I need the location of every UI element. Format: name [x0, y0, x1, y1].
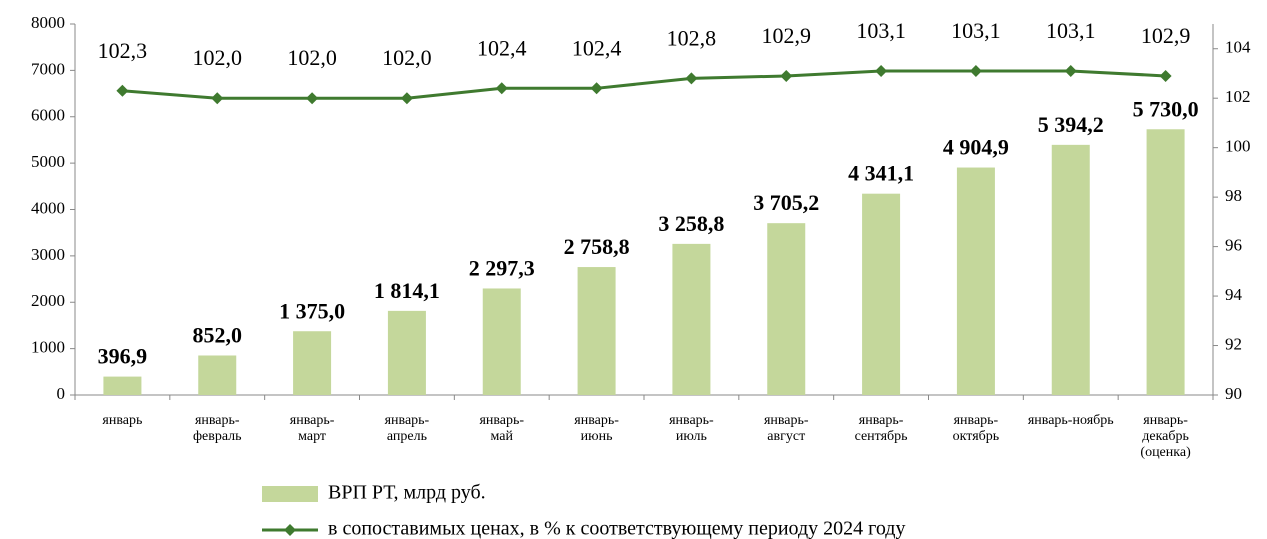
line-value-label: 102,0	[287, 45, 337, 70]
y-tick-label: 8000	[31, 13, 65, 32]
x-tick-label: январь	[102, 413, 142, 428]
line-marker	[969, 64, 982, 77]
line-marker	[875, 64, 888, 77]
line-value-label: 102,3	[98, 38, 148, 63]
x-tick-label: январь-февраль	[193, 413, 242, 444]
y-tick-label: 6000	[31, 106, 65, 125]
bar	[672, 243, 711, 395]
y2-tick-label: 100	[1225, 137, 1251, 156]
line-marker	[306, 92, 319, 105]
bar	[1146, 129, 1185, 396]
legend-marker	[284, 524, 296, 536]
x-tick-label: январь-август	[764, 413, 809, 444]
legend-label: ВРП РТ, млрд руб.	[328, 482, 486, 504]
x-tick-label: январь-ноябрь	[1028, 413, 1114, 428]
y2-tick-label: 92	[1225, 334, 1242, 353]
bar	[387, 310, 426, 395]
y-tick-label: 1000	[31, 338, 65, 357]
bar	[862, 193, 901, 395]
line-value-label: 102,9	[762, 23, 812, 48]
bar-value-label: 1 814,1	[374, 278, 440, 303]
y2-tick-label: 98	[1225, 186, 1242, 205]
line-value-label: 102,4	[572, 35, 622, 60]
y-tick-label: 3000	[31, 245, 65, 264]
x-tick-label: январь-сентябрь	[855, 413, 908, 444]
bar-value-label: 3 705,2	[753, 190, 819, 215]
bar-value-label: 3 258,8	[658, 211, 724, 236]
y-tick-label: 7000	[31, 59, 65, 78]
bar	[956, 167, 995, 395]
bar-value-label: 396,9	[98, 344, 148, 369]
bar	[482, 288, 521, 395]
x-tick-label: январь-март	[290, 413, 335, 444]
line-marker	[685, 72, 698, 85]
x-tick-label: январь-апрель	[385, 413, 430, 444]
bar	[293, 331, 332, 395]
line-marker	[1064, 64, 1077, 77]
y2-tick-label: 102	[1225, 87, 1251, 106]
line-value-label: 103,1	[856, 18, 906, 43]
y-tick-label: 0	[57, 384, 66, 403]
y2-tick-label: 96	[1225, 236, 1242, 255]
line-marker	[211, 92, 224, 105]
y2-tick-label: 90	[1225, 384, 1242, 403]
line-marker	[116, 84, 129, 97]
y2-tick-label: 94	[1225, 285, 1243, 304]
y-tick-label: 5000	[31, 152, 65, 171]
line-value-label: 102,8	[667, 25, 717, 50]
line-marker	[495, 82, 508, 95]
y-tick-label: 2000	[31, 291, 65, 310]
x-tick-label: январь-май	[479, 413, 524, 444]
bar	[1051, 144, 1090, 395]
bar-value-label: 5 730,0	[1133, 96, 1199, 121]
line-marker	[400, 92, 413, 105]
line	[122, 69, 1166, 100]
line-value-label: 102,0	[382, 45, 432, 70]
line-value-label: 102,4	[477, 35, 527, 60]
bar	[103, 376, 142, 395]
line-value-label: 103,1	[951, 18, 1001, 43]
bar	[198, 355, 237, 395]
line-marker	[780, 69, 793, 82]
bar-value-label: 1 375,0	[279, 298, 345, 323]
line-marker	[590, 82, 603, 95]
bar-value-label: 4 904,9	[943, 135, 1009, 160]
bar-value-label: 2 297,3	[469, 256, 535, 281]
x-tick-label: январь-декабрь (оценка)	[1140, 413, 1191, 460]
x-tick-label: январь-октябрь	[953, 413, 1000, 444]
bar	[767, 223, 806, 395]
bar-value-label: 5 394,2	[1038, 112, 1104, 137]
y2-tick-label: 104	[1225, 38, 1251, 57]
line-value-label: 102,9	[1141, 23, 1191, 48]
legend-label: в сопоставимых ценах, в % к соответствую…	[328, 518, 905, 539]
x-tick-label: январь-июнь	[574, 413, 619, 444]
y-tick-label: 4000	[31, 198, 65, 217]
line-value-label: 102,0	[193, 45, 243, 70]
line-marker	[1159, 69, 1172, 82]
bar	[577, 267, 616, 395]
bar-value-label: 2 758,8	[564, 234, 630, 259]
x-tick-label: январь-июль	[669, 413, 714, 444]
bar-value-label: 4 341,1	[848, 161, 914, 186]
bar-value-label: 852,0	[193, 323, 243, 348]
line-value-label: 103,1	[1046, 18, 1096, 43]
legend-swatch	[262, 486, 318, 502]
